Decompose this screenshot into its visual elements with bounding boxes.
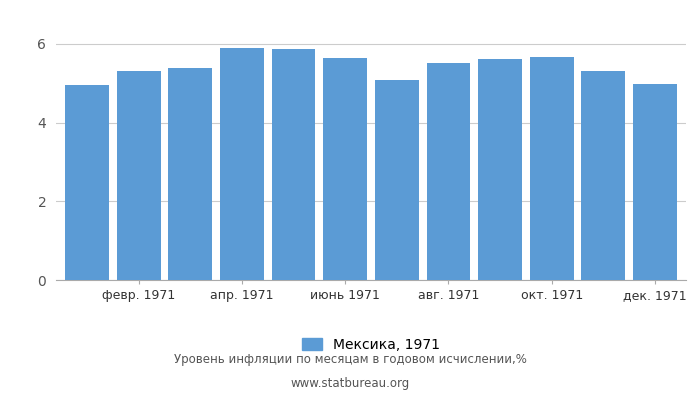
Bar [168,68,212,280]
Bar [582,71,625,280]
Bar [426,63,470,280]
Bar [375,80,419,280]
Bar [117,70,160,280]
Bar [633,84,677,280]
Legend: Мексика, 1971: Мексика, 1971 [296,332,446,358]
Bar [530,57,574,280]
Bar [478,59,522,280]
Bar [272,49,316,280]
Text: www.statbureau.org: www.statbureau.org [290,378,410,390]
Bar [220,48,264,280]
Bar [65,85,109,280]
Text: Уровень инфляции по месяцам в годовом исчислении,%: Уровень инфляции по месяцам в годовом ис… [174,354,526,366]
Bar [323,58,367,280]
